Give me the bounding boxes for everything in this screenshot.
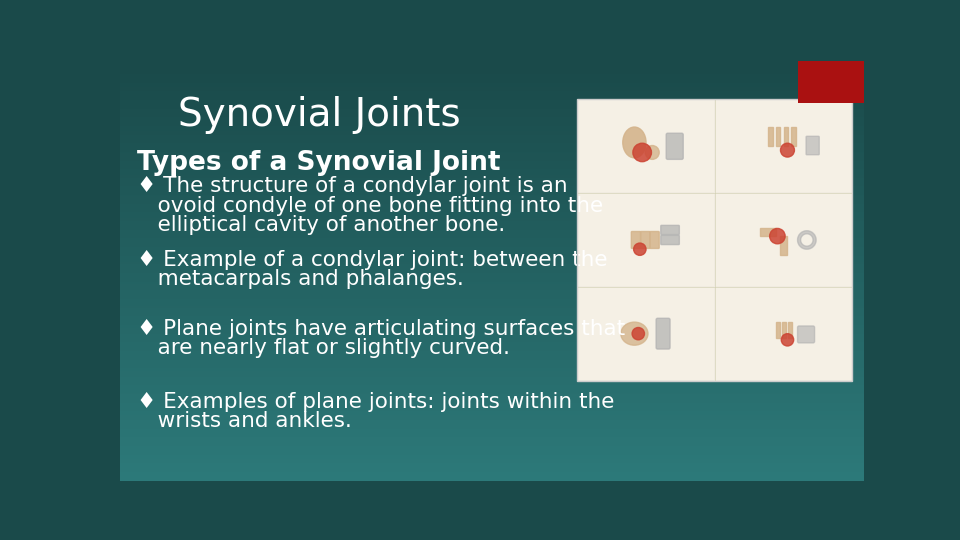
Bar (715, 194, 852, 286)
Bar (577, 99, 852, 381)
Text: ♦ Example of a condylar joint: between the: ♦ Example of a condylar joint: between t… (137, 249, 608, 269)
Ellipse shape (621, 322, 648, 345)
Bar (578, 288, 714, 380)
FancyBboxPatch shape (798, 326, 815, 343)
Text: Types of a Synovial Joint: Types of a Synovial Joint (137, 150, 500, 176)
Bar (577, 99, 852, 381)
Text: elliptical cavity of another bone.: elliptical cavity of another bone. (137, 215, 505, 235)
Circle shape (633, 143, 652, 161)
Bar (768, 127, 773, 146)
Bar (776, 322, 780, 338)
FancyBboxPatch shape (660, 225, 680, 234)
Bar (782, 322, 786, 338)
Bar (776, 127, 780, 146)
Bar (578, 194, 714, 286)
Bar (715, 100, 852, 192)
Circle shape (634, 243, 646, 255)
Text: Synovial Joints: Synovial Joints (179, 96, 461, 133)
Ellipse shape (645, 145, 660, 159)
Ellipse shape (623, 127, 646, 158)
Bar (791, 127, 796, 146)
Text: metacarpals and phalanges.: metacarpals and phalanges. (137, 269, 464, 289)
Text: ♦ Examples of plane joints: joints within the: ♦ Examples of plane joints: joints withi… (137, 392, 614, 412)
FancyBboxPatch shape (666, 133, 684, 159)
FancyBboxPatch shape (632, 232, 640, 248)
FancyBboxPatch shape (806, 136, 819, 155)
Circle shape (781, 334, 794, 346)
Circle shape (780, 143, 795, 157)
FancyBboxPatch shape (650, 232, 660, 248)
Bar (715, 288, 852, 380)
Circle shape (632, 327, 644, 340)
Bar (798, 61, 864, 103)
Text: ♦ Plane joints have articulating surfaces that: ♦ Plane joints have articulating surface… (137, 319, 625, 339)
FancyBboxPatch shape (660, 235, 680, 245)
Text: ovoid condyle of one bone fitting into the: ovoid condyle of one bone fitting into t… (137, 196, 603, 216)
FancyBboxPatch shape (640, 232, 650, 248)
Bar (760, 228, 776, 236)
Text: are nearly flat or slightly curved.: are nearly flat or slightly curved. (137, 338, 510, 358)
Bar (788, 322, 792, 338)
FancyBboxPatch shape (656, 318, 670, 349)
Bar (780, 236, 787, 255)
Bar (578, 100, 714, 192)
Text: ♦ The structure of a condylar joint is an: ♦ The structure of a condylar joint is a… (137, 177, 567, 197)
Text: wrists and ankles.: wrists and ankles. (137, 411, 352, 431)
Bar (783, 127, 788, 146)
Circle shape (770, 228, 785, 244)
